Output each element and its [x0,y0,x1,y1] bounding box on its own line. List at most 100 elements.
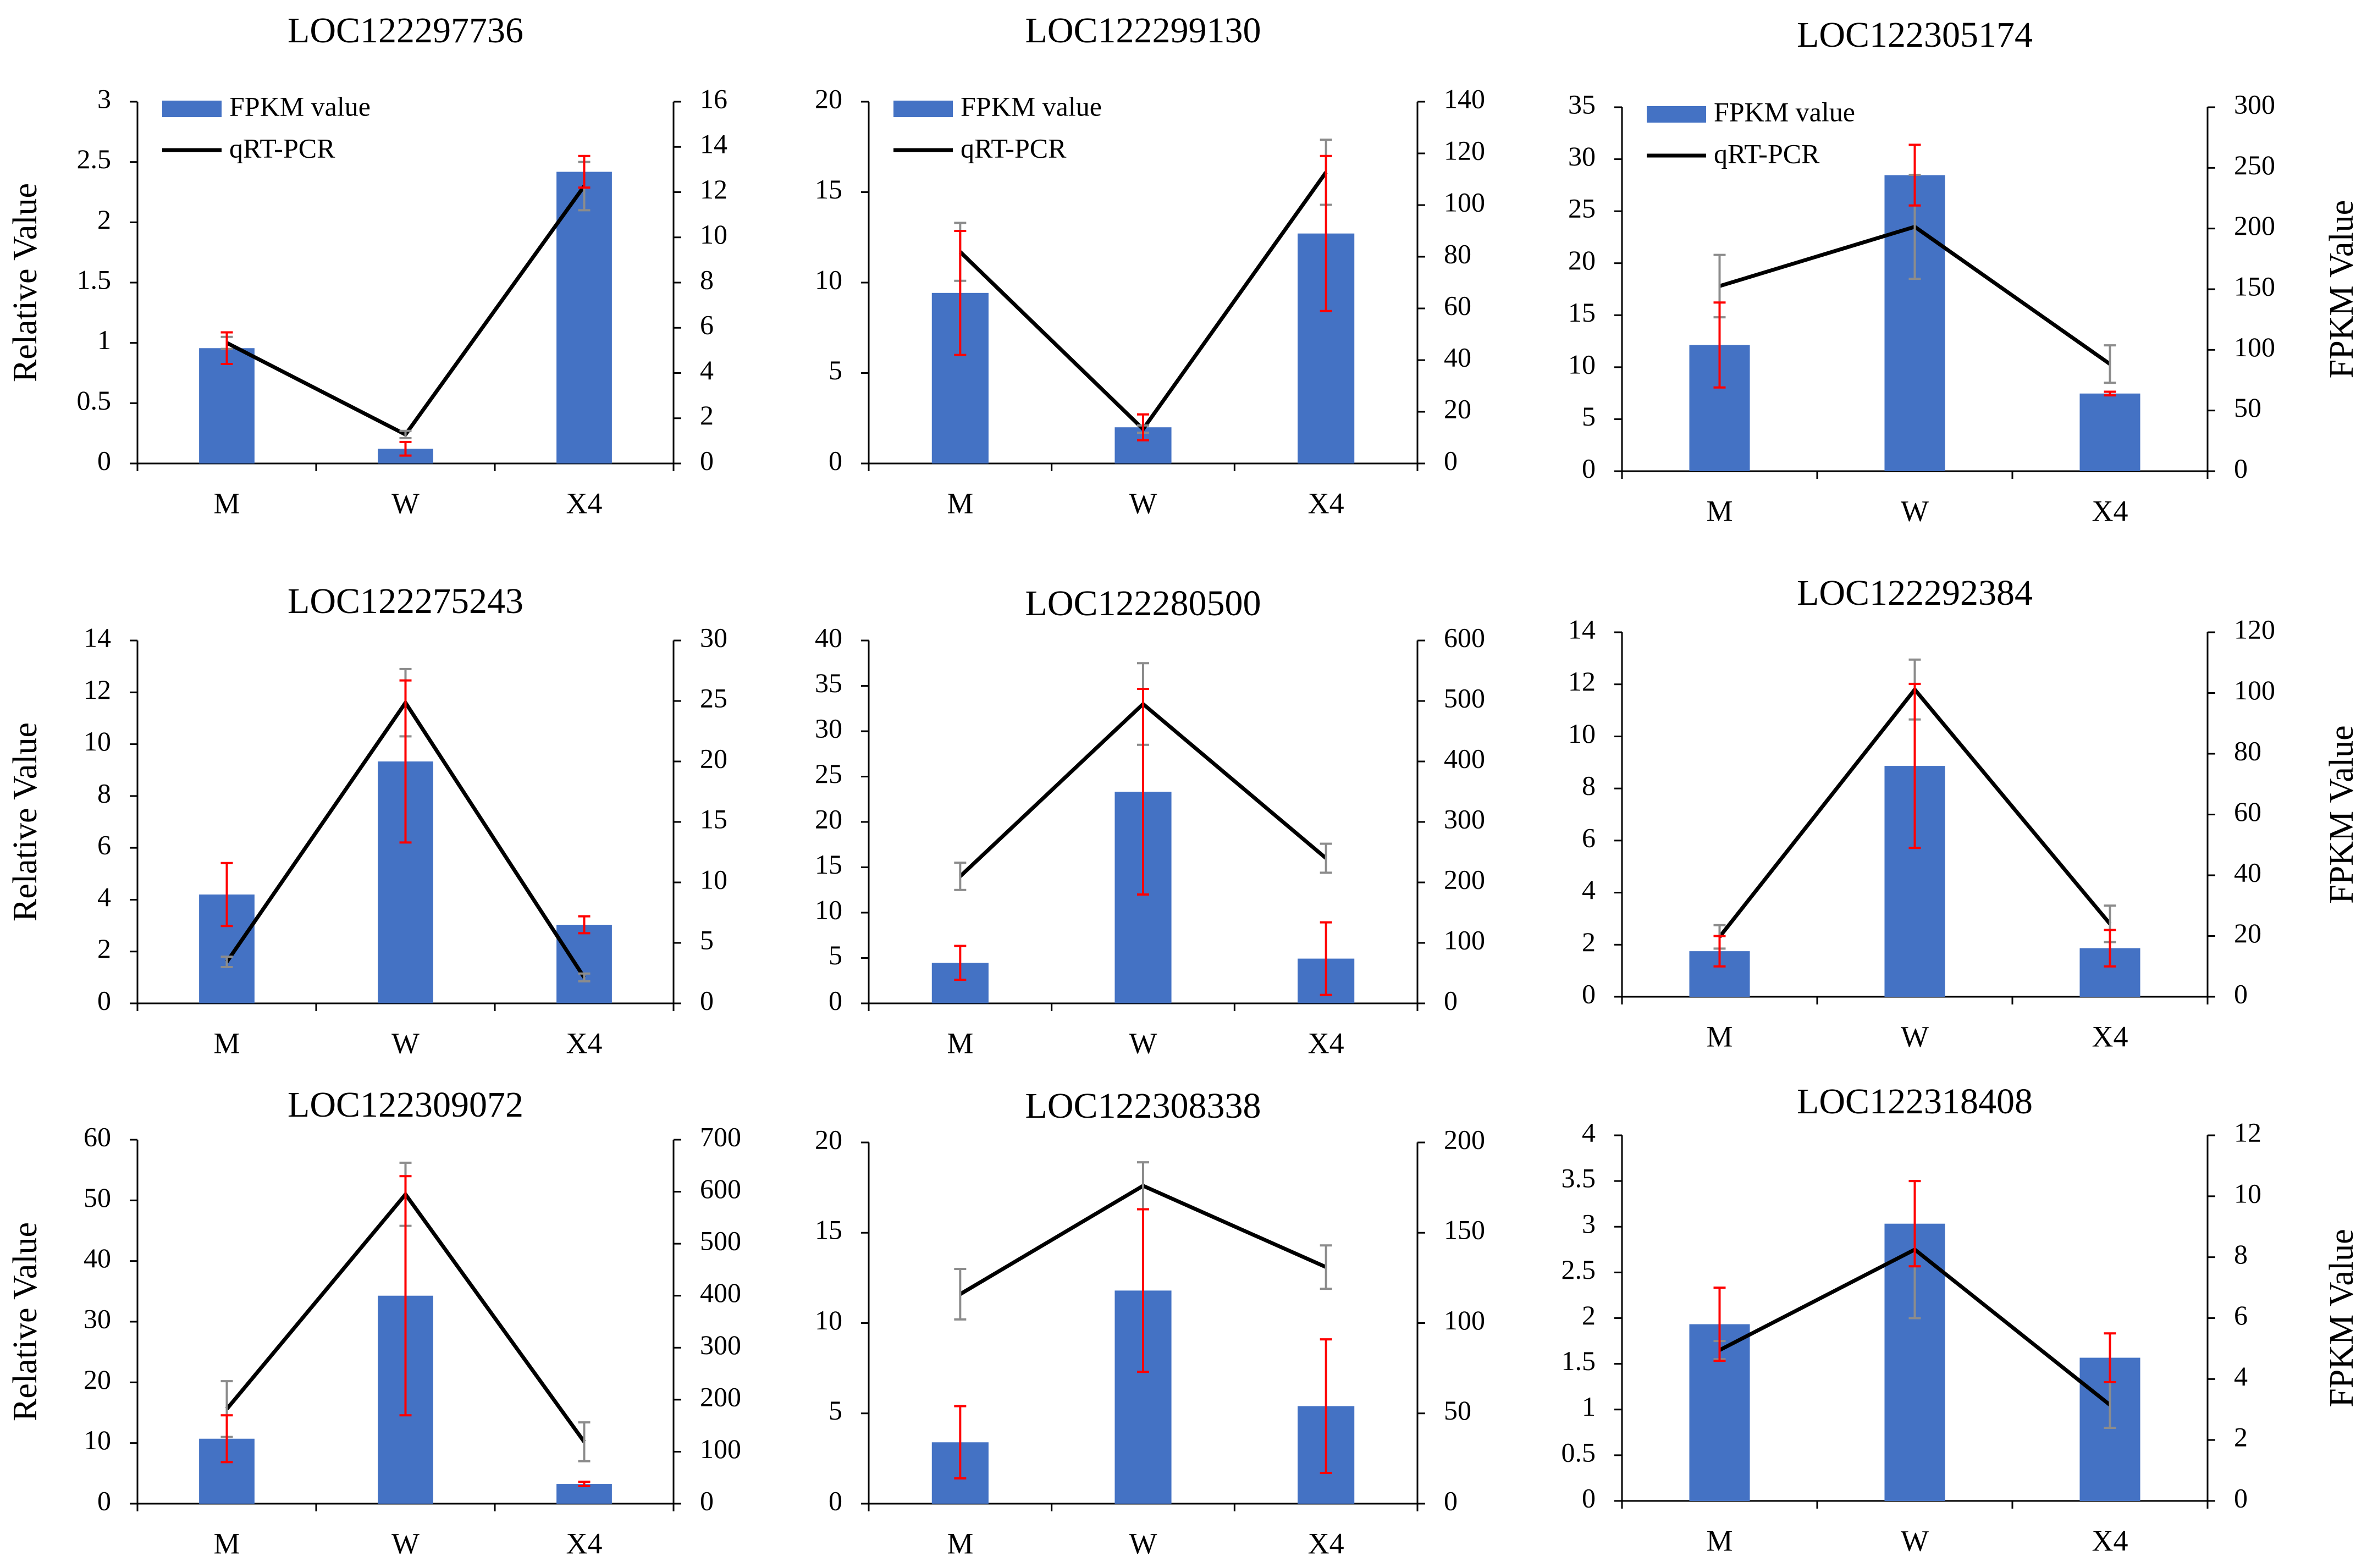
legend-label-fpkm: FPKM value [1714,96,1855,127]
left-tick-label: 0 [1582,452,1596,483]
right-tick-label: 4 [700,355,714,385]
right-tick-label: 250 [2234,150,2275,180]
right-tick-label: 50 [1444,1395,1471,1426]
left-tick-label: 20 [815,803,842,834]
right-tick-label: 300 [700,1329,741,1360]
right-tick-label: 20 [700,743,727,774]
left-tick-label: 3 [1582,1208,1596,1239]
left-tick-label: 15 [815,174,842,205]
right-tick-label: 500 [700,1225,741,1256]
category-label: X4 [1308,1527,1344,1560]
y-axis-label: Relative Value [7,722,44,921]
category-label: X4 [2092,1524,2128,1557]
right-tick-label: 200 [2234,210,2275,241]
category-label: M [213,487,240,520]
category-label: M [1706,1524,1733,1557]
left-tick-label: 1.5 [77,264,112,295]
left-tick-label: 0 [97,1485,111,1516]
left-tick-label: 10 [84,726,111,757]
right-tick-label: 120 [2234,614,2275,644]
right-tick-label: 200 [700,1381,741,1412]
right-tick-label: 20 [2234,918,2261,948]
right-tick-label: 12 [2234,1117,2261,1147]
left-tick-label: 40 [84,1243,111,1273]
right-tick-label: 100 [700,1433,741,1464]
y-axis-label: Relative Value [7,183,44,382]
chart-panel-7: LOC1223090720102030405060010020030040050… [7,1085,741,1560]
right-tick-label: 500 [1444,682,1485,713]
left-tick-label: 10 [1568,718,1596,749]
fpkm-bar [199,348,255,463]
left-tick-label: 5 [1582,401,1596,432]
left-tick-label: 2 [1582,1300,1596,1330]
left-tick-label: 4 [1582,874,1596,905]
right-tick-label: 30 [700,622,727,653]
left-tick-label: 40 [815,622,842,653]
left-tick-label: 30 [84,1303,111,1334]
right-tick-label: 10 [2234,1178,2261,1208]
left-tick-label: 12 [84,674,111,705]
chart-panel-4: LOC122275243 0 2 4 6 8 10 12 14 0 5 10 15 20 25 30 M W X4 R… [7,581,727,1059]
left-tick-label: 35 [815,667,842,698]
category-label: X4 [2092,1020,2128,1053]
left-tick-label: 0 [97,445,111,476]
left-tick-label: 6 [1582,822,1596,853]
chart-title: LOC122280500 [1025,583,1261,623]
left-tick-label: 8 [1582,770,1596,801]
left-tick-label: 10 [1568,349,1596,379]
left-tick-label: 35 [1568,89,1596,119]
left-tick-label: 10 [815,1305,842,1335]
right-tick-label: 60 [2234,796,2261,827]
right-tick-label: 80 [2234,735,2261,766]
right-tick-label: 40 [1444,341,1471,372]
category-label: W [1129,487,1157,520]
left-tick-label: 20 [815,1124,842,1155]
chart-title: LOC122299130 [1025,10,1261,51]
right-tick-label: 80 [1444,238,1471,269]
y2-axis-label: FPKM Value [2323,725,2360,903]
right-tick-label: 600 [700,1173,741,1204]
left-tick-label: 2 [97,933,111,964]
left-tick-label: 0 [829,985,842,1015]
category-label: X4 [2092,494,2128,527]
fpkm-bar [556,925,612,1003]
category-label: X4 [566,1527,603,1560]
left-tick-label: 0.5 [77,385,112,416]
chart-panel-9: LOC122318408 0 0.5 1 1.5 2 2.5 3 3.5 4 0 2 4 6 8 10 12 M W… [1562,1081,2361,1557]
y-axis-label: Relative Value [7,1222,44,1421]
chart-title: LOC122275243 [288,581,523,621]
category-label: X4 [566,1026,603,1059]
y2-axis-label: FPKM Value [2323,1229,2360,1407]
left-tick-label: 20 [815,83,842,114]
category-label: M [1706,494,1733,527]
left-tick-label: 30 [1568,141,1596,172]
right-tick-label: 10 [700,864,727,895]
category-label: M [947,1527,973,1560]
fpkm-bar [2079,393,2140,471]
left-tick-label: 10 [815,894,842,925]
right-tick-label: 0 [2234,1482,2248,1513]
category-label: W [1129,1026,1157,1059]
right-tick-label: 700 [700,1121,741,1152]
right-tick-label: 8 [700,264,714,295]
qrt-pcr-line [958,171,1328,432]
right-tick-label: 6 [2234,1300,2248,1330]
left-tick-label: 0 [829,445,842,476]
right-tick-label: 20 [1444,393,1471,424]
right-tick-label: 50 [2234,392,2261,423]
right-tick-label: 0 [700,445,714,476]
category-label: M [947,487,973,520]
left-tick-label: 1 [97,324,111,355]
right-tick-label: 12 [700,174,727,205]
left-tick-label: 0.5 [1562,1437,1596,1467]
left-tick-label: 1 [1582,1391,1596,1422]
left-tick-label: 6 [97,830,111,860]
right-tick-label: 150 [2234,270,2275,301]
chart-title: LOC122318408 [1797,1081,2033,1122]
right-tick-label: 0 [700,1485,714,1516]
left-tick-label: 0 [829,1485,842,1516]
left-tick-label: 5 [829,1395,842,1426]
right-tick-label: 150 [1444,1214,1485,1245]
right-tick-label: 0 [2234,452,2248,483]
